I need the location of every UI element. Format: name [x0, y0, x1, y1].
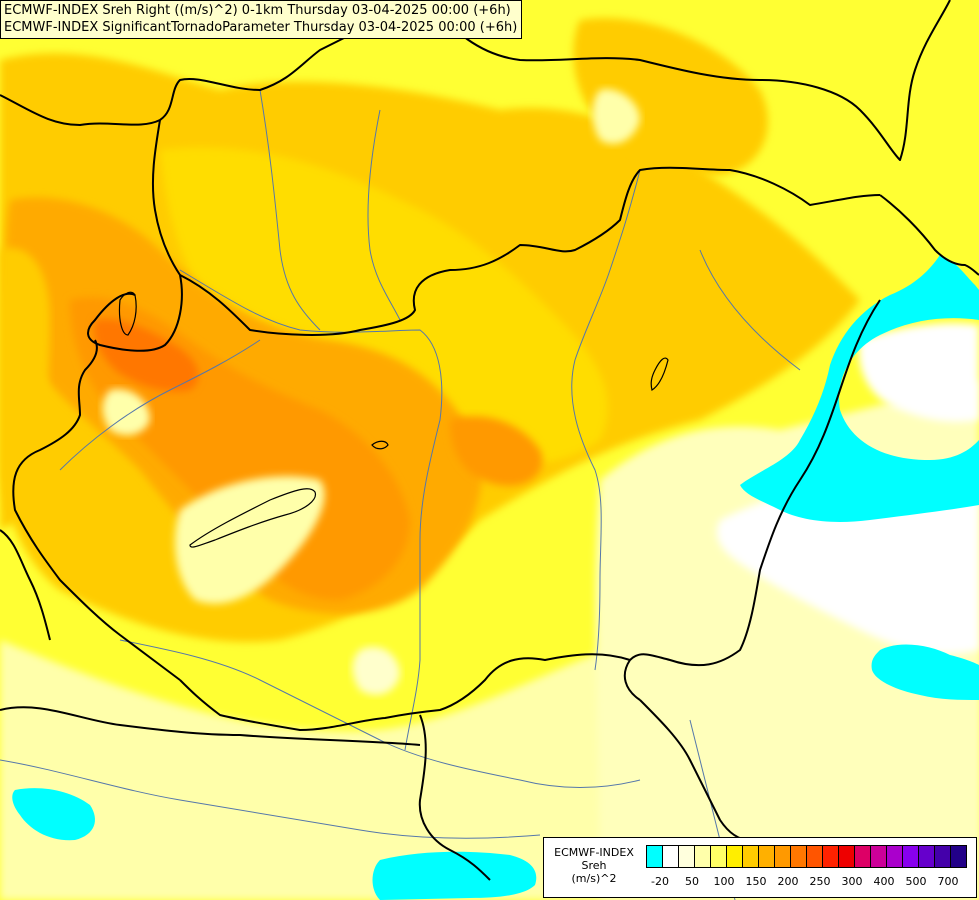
legend-swatch: [919, 846, 935, 867]
legend-swatch: [711, 846, 727, 867]
map-title-box: ECMWF-INDEX Sreh Right ((m/s)^2) 0-1km T…: [0, 0, 523, 39]
field-pale-south-center: [352, 646, 400, 695]
legend-swatch: [743, 846, 759, 867]
border-croatia-serbia: [418, 714, 491, 881]
legend-tick-label: 150: [745, 875, 767, 888]
legend-swatch: [663, 846, 679, 867]
legend-tick-label: 100: [713, 875, 735, 888]
field-cyan-sw: [12, 788, 96, 841]
lakes: [118, 291, 669, 548]
lake-small-2: [650, 357, 669, 391]
legend-swatch: [775, 846, 791, 867]
legend-tick-label: 200: [777, 875, 799, 888]
field-white-ne: [859, 323, 979, 422]
legend-tick-label: 400: [873, 875, 895, 888]
border-hungary-romania: [623, 299, 881, 701]
river-danube: [179, 269, 443, 751]
field-orange-center: [450, 416, 543, 486]
legend-swatch: [695, 846, 711, 867]
border-bosnia: [0, 706, 421, 746]
field-amber-far-west: [0, 248, 50, 530]
lake-balaton: [189, 488, 316, 548]
legend-swatch: [903, 846, 919, 867]
river-north-1: [259, 89, 321, 331]
legend-ticks: -20 50 100 150 200 250 300 400 500 700: [646, 875, 976, 891]
border-austria-slovakia: [87, 119, 183, 352]
legend-tick-label: 250: [809, 875, 831, 888]
legend-swatch: [887, 846, 903, 867]
legend-title: ECMWF-INDEX Sreh (m/s)^2: [544, 846, 644, 885]
border-hungary-serbia: [179, 653, 631, 731]
border-croatia-slovenia: [0, 529, 51, 641]
border-ukraine-romania: [879, 194, 979, 276]
river-raba: [59, 339, 261, 471]
legend-model: ECMWF-INDEX: [554, 846, 634, 859]
legend-swatch: [871, 846, 887, 867]
legend-swatch: [951, 846, 966, 867]
lake-neusiedl: [118, 291, 137, 336]
legend-tick-label: -20: [651, 875, 669, 888]
river-sava: [0, 759, 541, 839]
legend-tick-label: 50: [685, 875, 699, 888]
border-romania-serbia-south: [639, 699, 751, 841]
map-title-line2: ECMWF-INDEX SignificantTornadoParameter …: [4, 20, 518, 35]
legend-swatch: [823, 846, 839, 867]
river-tisza: [571, 169, 641, 671]
field-pale-balaton: [175, 476, 325, 604]
legend-tick-label: 500: [905, 875, 927, 888]
legend-swatch: [791, 846, 807, 867]
legend-swatch: [679, 846, 695, 867]
lake-small-1: [371, 440, 389, 450]
field-gold-north: [160, 147, 608, 466]
legend-swatch: [935, 846, 951, 867]
color-legend: ECMWF-INDEX Sreh (m/s)^2 -20 50 100 150 200 2…: [543, 837, 977, 898]
river-north-2: [367, 109, 401, 321]
legend-unit: (m/s)^2: [571, 872, 617, 885]
legend-tick-label: 700: [937, 875, 959, 888]
field-orange-dark: [93, 319, 199, 392]
field-pale-north: [592, 89, 640, 144]
border-slovakia-hungary: [179, 166, 881, 336]
legend-variable: Sreh: [581, 859, 607, 872]
legend-swatch: [807, 846, 823, 867]
border-hungary-croatia: [12, 339, 181, 681]
field-cyan-east: [740, 255, 979, 522]
river-drava: [119, 639, 641, 788]
border-slovakia-poland: [429, 0, 951, 161]
legend-swatch: [727, 846, 743, 867]
river-east-1: [699, 249, 801, 371]
field-cyan-se: [871, 644, 979, 700]
legend-swatch: [759, 846, 775, 867]
map-title-line1: ECMWF-INDEX Sreh Right ((m/s)^2) 0-1km T…: [4, 3, 511, 18]
legend-tick-label: 300: [841, 875, 863, 888]
legend-swatch: [839, 846, 855, 867]
legend-swatches: [646, 845, 967, 868]
field-cyan-south: [372, 851, 537, 900]
legend-swatch: [855, 846, 871, 867]
legend-swatch: [647, 846, 663, 867]
